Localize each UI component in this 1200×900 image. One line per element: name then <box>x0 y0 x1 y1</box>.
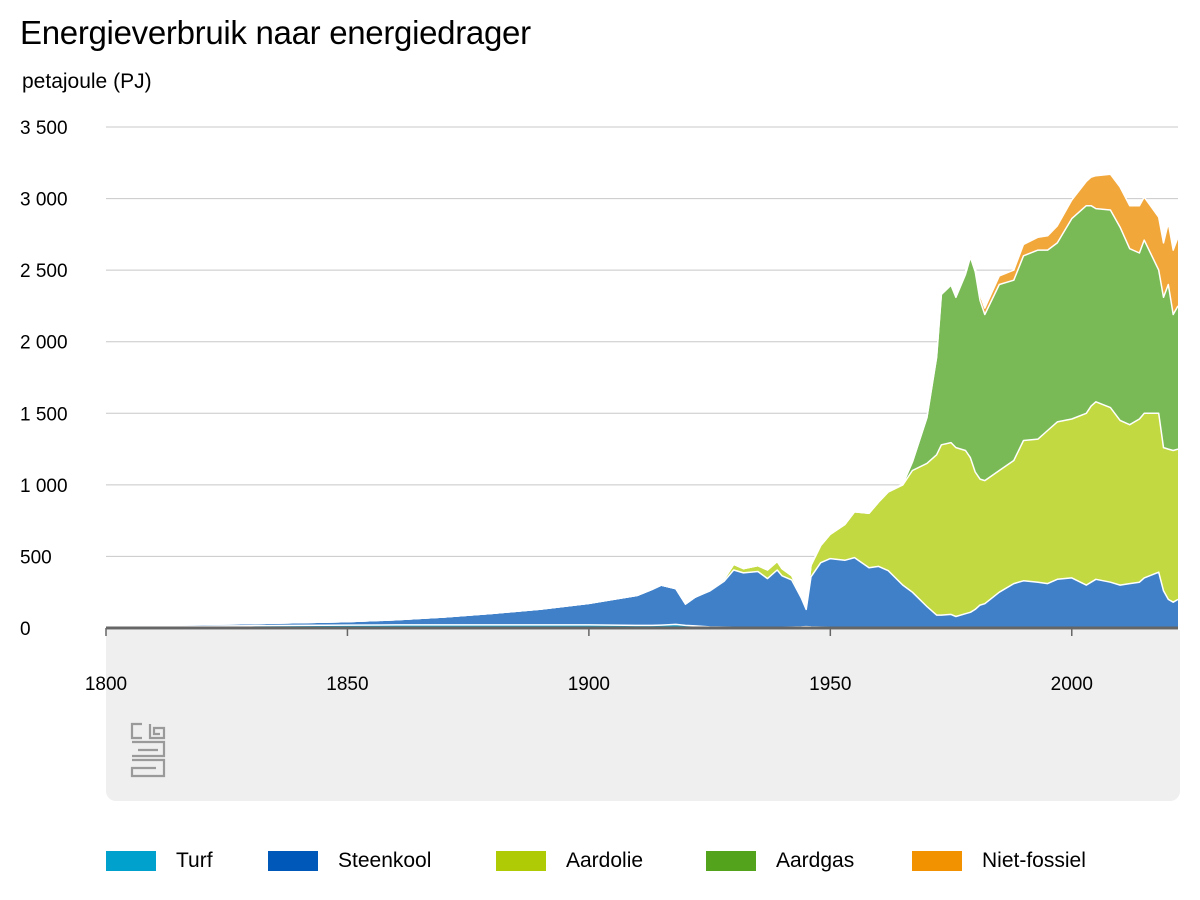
legend-label: Niet-fossiel <box>982 849 1086 872</box>
x-tick-label: 1800 <box>85 674 127 695</box>
y-tick-label: 3 000 <box>20 190 68 211</box>
y-tick-label: 500 <box>20 547 52 568</box>
x-tick-label: 2000 <box>1051 674 1093 695</box>
x-tick-label: 1850 <box>326 674 368 695</box>
legend-item: Aardgas <box>706 846 854 876</box>
y-tick-label: 2 000 <box>20 333 68 354</box>
x-tick-label: 1900 <box>568 674 610 695</box>
chart-legend: Turf Steenkool Aardolie Aardgas Niet-fossiel <box>106 846 1180 876</box>
legend-item: Turf <box>106 846 213 876</box>
area-aardgas <box>106 205 1178 626</box>
y-tick-label: 2 500 <box>20 261 68 282</box>
legend-swatch <box>496 851 546 871</box>
chart-footer-panel <box>106 630 1180 801</box>
legend-swatch <box>106 851 156 871</box>
legend-label: Steenkool <box>338 849 432 872</box>
legend-swatch <box>268 851 318 871</box>
area-aardolie <box>106 401 1178 626</box>
cbs-logo <box>130 722 166 778</box>
legend-swatch <box>912 851 962 871</box>
legend-item: Niet-fossiel <box>912 846 1086 876</box>
chart-title: Energieverbruik naar energiedrager <box>20 14 531 51</box>
legend-label: Aardolie <box>566 849 644 872</box>
y-tick-label: 1 000 <box>20 476 68 497</box>
legend-swatch <box>706 851 756 871</box>
legend-item: Aardolie <box>496 846 643 876</box>
area-steenkool <box>106 557 1178 628</box>
y-tick-label: 1 500 <box>20 404 68 425</box>
legend-item: Steenkool <box>268 846 431 876</box>
y-tick-label: 3 500 <box>20 118 68 139</box>
y-tick-label: 0 <box>20 619 31 640</box>
y-axis-unit-label: petajoule (PJ) <box>22 70 152 93</box>
legend-label: Aardgas <box>776 849 855 872</box>
legend-label: Turf <box>176 849 213 872</box>
x-tick-label: 1950 <box>809 674 851 695</box>
area-edge-niet-fossiel <box>105 173 1179 627</box>
